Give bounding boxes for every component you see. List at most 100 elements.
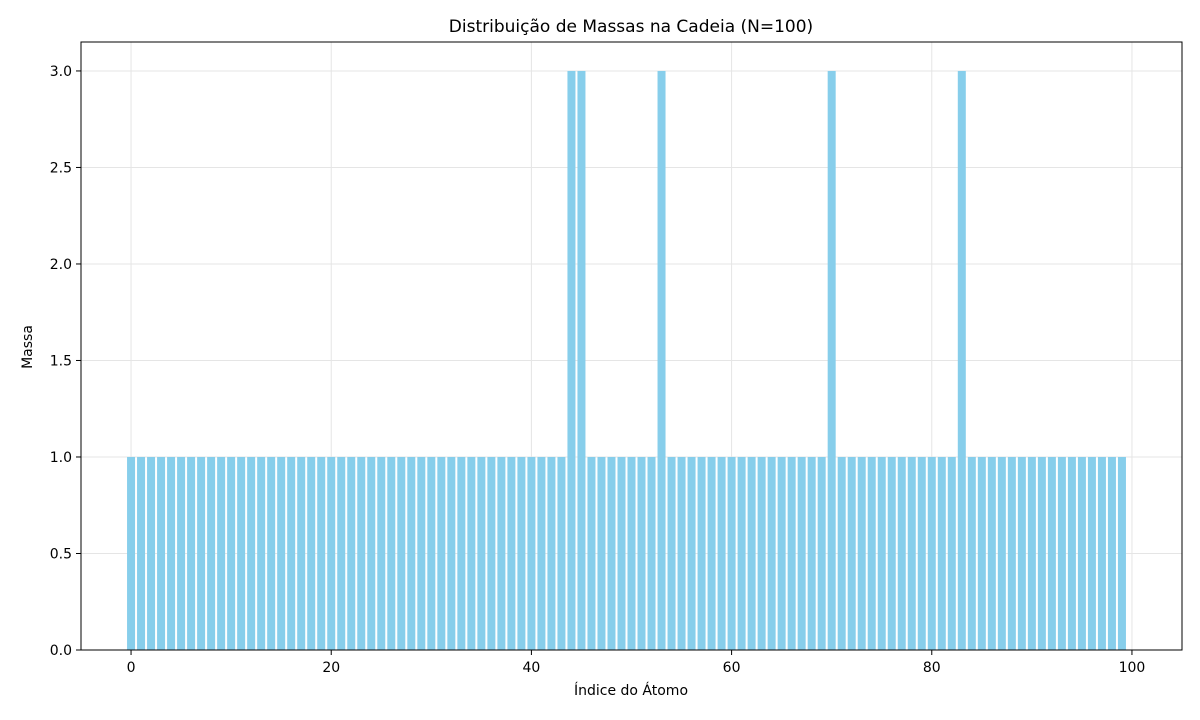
- bar: [907, 456, 916, 650]
- bar: [457, 456, 466, 650]
- bar: [817, 456, 826, 650]
- bar: [1087, 456, 1096, 650]
- bar: [997, 456, 1006, 650]
- bar: [1097, 456, 1106, 650]
- bar: [887, 456, 896, 650]
- bar: [617, 456, 626, 650]
- x-tick-label: 100: [1119, 660, 1146, 676]
- y-tick-label: 2.5: [50, 160, 72, 176]
- bar: [967, 456, 976, 650]
- bar: [577, 70, 586, 650]
- bar: [597, 456, 606, 650]
- bar: [147, 456, 156, 650]
- y-tick-label: 1.0: [50, 450, 72, 466]
- bar: [317, 456, 326, 650]
- bar: [517, 456, 526, 650]
- bar: [657, 70, 666, 650]
- bar: [1067, 456, 1076, 650]
- bar: [447, 456, 456, 650]
- plot-frame: [80, 41, 1183, 651]
- bar: [1117, 456, 1126, 650]
- bar: [347, 456, 356, 650]
- bar: [157, 456, 166, 650]
- y-axis-ticks: 0.0 0.5 1.0 1.5 2.0 2.5 3.0: [50, 64, 81, 659]
- bar: [647, 456, 656, 650]
- bar: [327, 456, 336, 650]
- bar: [407, 456, 416, 650]
- bar: [717, 456, 726, 650]
- x-axis-label: Índice do Átomo: [574, 682, 688, 699]
- bar: [477, 456, 486, 650]
- bar: [807, 456, 816, 650]
- bar: [237, 456, 246, 650]
- bar: [167, 456, 176, 650]
- bar: [307, 456, 316, 650]
- bar: [837, 456, 846, 650]
- bar: [337, 456, 346, 650]
- bar: [397, 456, 406, 650]
- bar: [757, 456, 766, 650]
- bar: [387, 456, 396, 650]
- bar: [177, 456, 186, 650]
- bar: [687, 456, 696, 650]
- bar: [977, 456, 986, 650]
- bar: [767, 456, 776, 650]
- bar: [917, 456, 926, 650]
- bar: [587, 456, 596, 650]
- bar: [867, 456, 876, 650]
- bar: [707, 456, 716, 650]
- bars: [127, 70, 1126, 650]
- bar: [247, 456, 256, 650]
- bar: [127, 456, 136, 650]
- bar: [197, 456, 206, 650]
- bar: [427, 456, 436, 650]
- bar: [567, 70, 576, 650]
- bar: [677, 456, 686, 650]
- bar: [877, 456, 886, 650]
- bar: [557, 456, 566, 650]
- bar: [787, 456, 796, 650]
- bar: [277, 456, 286, 650]
- bar: [417, 456, 426, 650]
- bar: [737, 456, 746, 650]
- bar: [1047, 456, 1056, 650]
- bar: [947, 456, 956, 650]
- bar: [487, 456, 496, 650]
- bar: [217, 456, 226, 650]
- bar: [227, 456, 236, 650]
- x-axis-ticks: 0 20 40 60 80 100: [127, 650, 1146, 676]
- bar: [257, 456, 266, 650]
- bar: [287, 456, 296, 650]
- bar: [297, 456, 306, 650]
- y-tick-label: 3.0: [50, 64, 72, 80]
- bar: [727, 456, 736, 650]
- bar: [847, 456, 856, 650]
- bar: [777, 456, 786, 650]
- bar: [437, 456, 446, 650]
- x-tick-label: 60: [723, 660, 741, 676]
- bar: [897, 456, 906, 650]
- bar: [607, 456, 616, 650]
- bar: [1027, 456, 1036, 650]
- bar: [1057, 456, 1066, 650]
- bar: [187, 456, 196, 650]
- bar: [267, 456, 276, 650]
- bar: [637, 456, 646, 650]
- bar: [697, 456, 706, 650]
- y-axis-label: Massa: [20, 325, 36, 369]
- bar: [527, 456, 536, 650]
- bar: [987, 456, 996, 650]
- y-tick-label: 0.5: [50, 546, 72, 562]
- bar: [547, 456, 556, 650]
- bar: [627, 456, 636, 650]
- x-tick-label: 0: [127, 660, 136, 676]
- bar: [1107, 456, 1116, 650]
- bar: [1017, 456, 1026, 650]
- bar: [1007, 456, 1016, 650]
- bar: [957, 70, 966, 650]
- x-tick-label: 80: [923, 660, 941, 676]
- bar: [377, 456, 386, 650]
- bar: [937, 456, 946, 650]
- bar: [207, 456, 216, 650]
- bar: [797, 456, 806, 650]
